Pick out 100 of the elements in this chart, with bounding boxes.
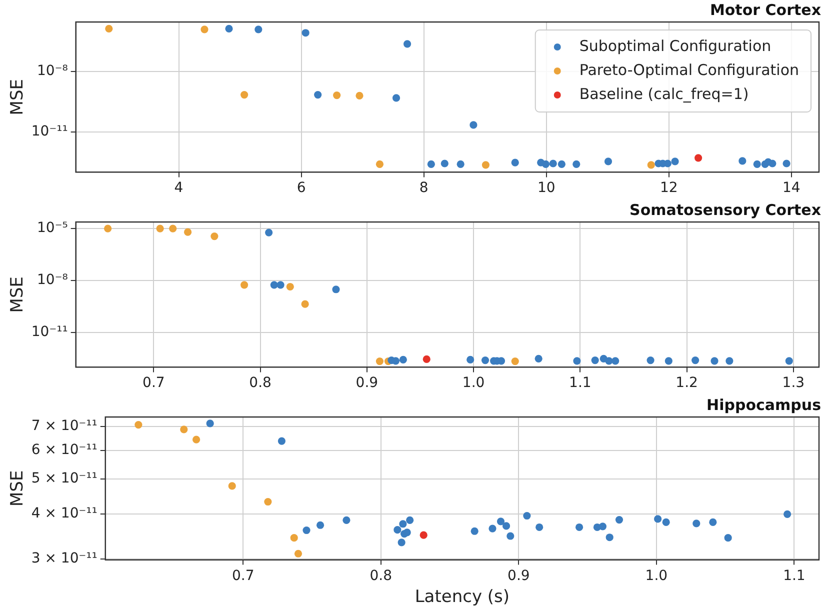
point [753, 160, 761, 168]
point [278, 437, 286, 445]
point [180, 426, 188, 434]
point [782, 160, 790, 168]
point [558, 160, 566, 168]
point [270, 281, 278, 289]
point [654, 515, 662, 523]
point [694, 154, 702, 162]
point [482, 161, 490, 169]
point [591, 356, 599, 364]
x-tick-label: 14 [782, 180, 800, 196]
point [646, 356, 654, 364]
point [647, 161, 655, 169]
legend-label: Suboptimal Configuration [579, 36, 772, 55]
point [456, 160, 464, 168]
point [301, 300, 309, 308]
x-tick-label: 1.3 [782, 375, 805, 392]
point [738, 157, 746, 165]
point [210, 232, 218, 240]
point [398, 538, 406, 546]
point [784, 510, 792, 518]
y-tick-label: 10⁻⁵ [37, 220, 68, 236]
x-tick-label: 0.8 [370, 568, 392, 584]
point [470, 121, 478, 129]
point [422, 355, 430, 363]
point [605, 357, 613, 365]
x-tick-label: 4 [174, 180, 184, 196]
point [573, 357, 581, 365]
point [294, 550, 302, 558]
point [240, 281, 248, 289]
point [604, 158, 612, 166]
point [302, 29, 310, 37]
point [466, 356, 474, 364]
point [549, 160, 557, 168]
point [192, 436, 200, 444]
point [265, 228, 273, 236]
point [534, 354, 542, 362]
legend-label: Pareto-Optimal Configuration [579, 60, 799, 79]
x-tick-label: 10 [537, 180, 556, 196]
y-tick-label: 4 × 10⁻¹¹ [31, 505, 98, 522]
y-axis-title: MSE [8, 470, 28, 506]
point [104, 224, 112, 232]
point [427, 160, 435, 168]
y-tick-label: 3 × 10⁻¹¹ [31, 550, 98, 566]
point [206, 420, 214, 428]
x-tick-label: 0.8 [249, 375, 272, 392]
y-axis-title: MSE [8, 276, 28, 313]
point [671, 158, 679, 166]
point [664, 357, 672, 365]
point [399, 356, 407, 364]
point [598, 522, 607, 530]
point [615, 516, 624, 524]
point [511, 158, 519, 166]
point [290, 534, 298, 542]
point [376, 160, 384, 168]
y-axis-title: MSE [8, 79, 28, 116]
y-tick-label: 5 × 10⁻¹¹ [31, 470, 98, 487]
chart-title: Somatosensory Cortex [630, 200, 822, 219]
point [228, 482, 236, 490]
point [511, 357, 519, 366]
point [356, 92, 364, 100]
point [240, 90, 248, 99]
point [276, 281, 284, 289]
point [502, 522, 510, 530]
point [302, 526, 310, 534]
x-tick-label: 0.9 [356, 375, 378, 392]
x-tick-label: 0.7 [232, 568, 254, 584]
point [169, 224, 177, 232]
legend-label: Baseline (calc_freq=1) [579, 84, 749, 103]
point [470, 527, 478, 535]
point [392, 94, 400, 102]
point [523, 512, 531, 520]
point [314, 90, 322, 99]
point [394, 526, 402, 534]
point [420, 531, 428, 539]
point [403, 528, 411, 536]
point [724, 534, 732, 542]
x-tick-label: 1.1 [783, 568, 806, 584]
point [536, 523, 544, 532]
y-tick-label: 7 × 10⁻¹¹ [31, 418, 98, 434]
point [506, 532, 514, 540]
point [785, 357, 793, 365]
point [612, 357, 620, 365]
point [768, 160, 776, 168]
x-tick-label: 6 [296, 180, 306, 196]
x-tick-label: 1.2 [676, 375, 698, 392]
y-tick-label: 10⁻⁸ [37, 62, 68, 79]
point [481, 356, 490, 364]
point [286, 282, 294, 291]
x-tick-label: 0.9 [508, 568, 530, 584]
point [264, 498, 272, 506]
point [200, 26, 208, 34]
x-tick-label: 1.0 [462, 375, 485, 392]
point [105, 24, 113, 33]
point [332, 286, 340, 294]
point [399, 520, 407, 528]
x-tick-label: 0.7 [142, 375, 165, 392]
y-tick-label: 10⁻⁸ [37, 272, 68, 288]
y-tick-label: 10⁻¹¹ [31, 124, 68, 140]
point [710, 357, 718, 365]
